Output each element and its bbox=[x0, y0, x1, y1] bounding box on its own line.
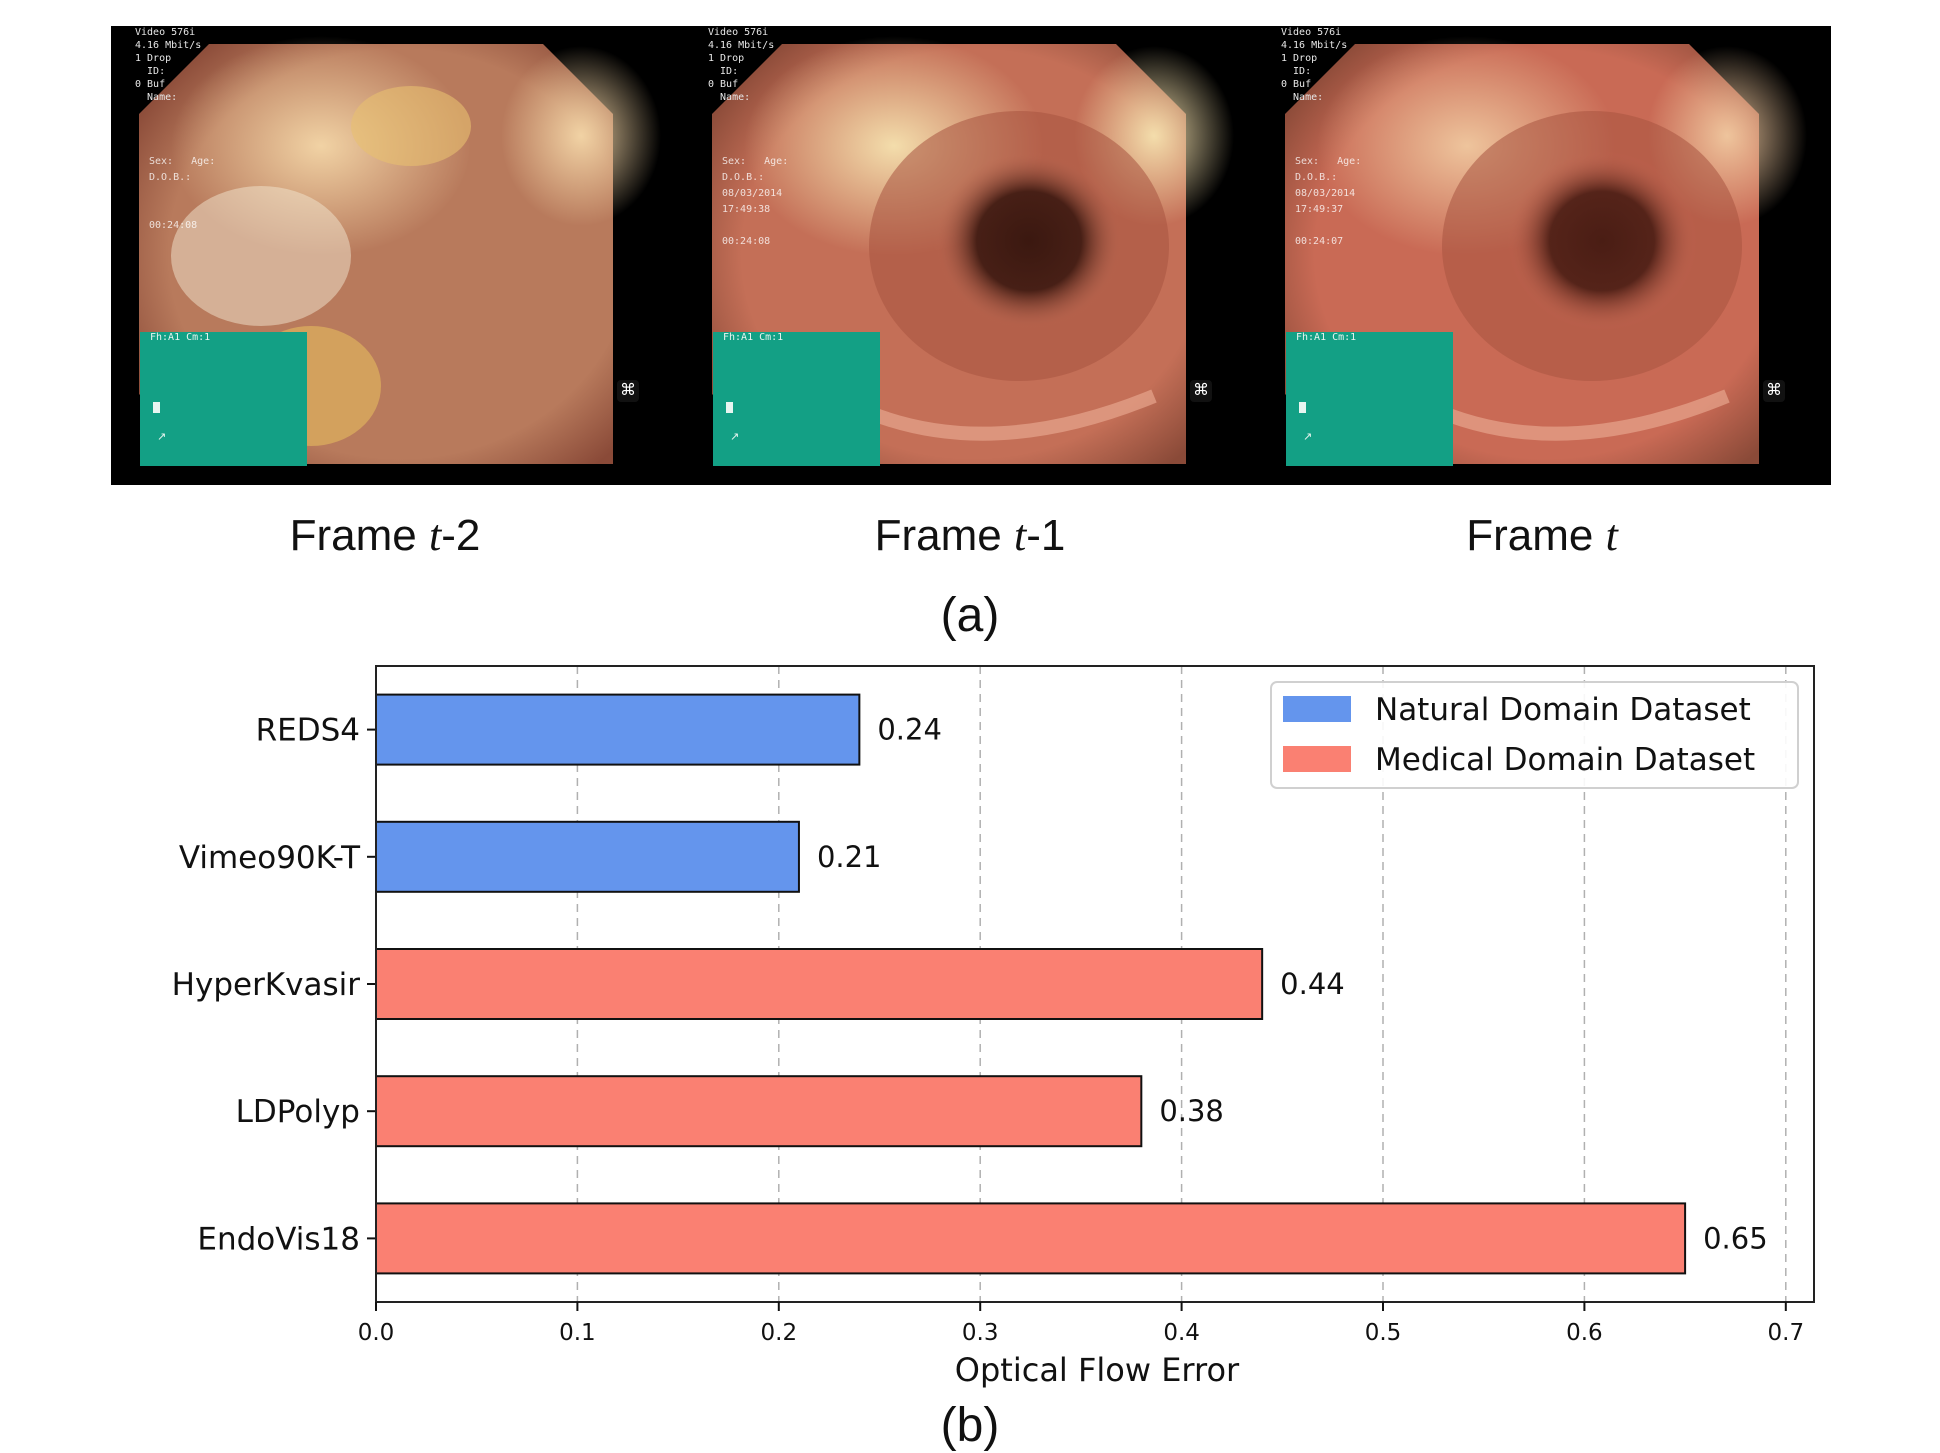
caption-variable: t bbox=[1014, 511, 1027, 560]
y-tick-label: Vimeo90K-T bbox=[179, 840, 361, 876]
caption-prefix: Frame bbox=[289, 511, 429, 560]
bar bbox=[375, 1202, 1687, 1275]
bar-value-label: 0.24 bbox=[877, 713, 942, 747]
x-tick-label: 0.6 bbox=[1566, 1320, 1603, 1346]
y-tick-label: REDS4 bbox=[256, 713, 360, 749]
video-osd-info: Video 576i 4.16 Mbit/s 1 Drop ID: 0 Buf … bbox=[135, 27, 202, 103]
endoscopy-frame: Video 576i 4.16 Mbit/s 1 Drop ID: 0 Buf … bbox=[1257, 26, 1817, 485]
scope-tool-icon: ↗ bbox=[730, 431, 740, 443]
bar bbox=[375, 693, 861, 766]
teal-overlay-box: Fh:A1 Cm:1 ↗ bbox=[713, 332, 880, 466]
frame-caption-t: Frame t bbox=[1466, 510, 1618, 561]
x-tick-label: 0.2 bbox=[761, 1320, 798, 1346]
caption-prefix: Frame bbox=[1466, 511, 1606, 560]
endoscopy-frame: Video 576i 4.16 Mbit/s 1 Drop ID: 0 Buf … bbox=[684, 26, 1244, 485]
frame-caption-t-minus-2: Frame t-2 bbox=[290, 510, 481, 561]
overlay-header: Fh:A1 Cm:1 bbox=[723, 332, 784, 343]
y-tick-label: LDPolyp bbox=[236, 1094, 360, 1130]
caption-suffix: -2 bbox=[441, 511, 481, 560]
scope-status-icon: ⌘ bbox=[617, 380, 639, 402]
x-tick-label: 0.3 bbox=[962, 1320, 999, 1346]
teal-overlay-box: Fh:A1 Cm:1 ↗ bbox=[140, 332, 307, 466]
legend-label: Medical Domain Dataset bbox=[1375, 742, 1755, 778]
scope-tool-icon: ↗ bbox=[1303, 431, 1313, 443]
x-tick-label: 0.4 bbox=[1163, 1320, 1200, 1346]
x-tick-label: 0.5 bbox=[1365, 1320, 1402, 1346]
scope-status-icon: ⌘ bbox=[1190, 380, 1212, 402]
bar bbox=[375, 1075, 1143, 1148]
legend-label: Natural Domain Dataset bbox=[1375, 692, 1751, 728]
x-tick-label: 0.0 bbox=[358, 1320, 395, 1346]
bar-value-label: 0.44 bbox=[1280, 967, 1345, 1001]
legend-swatch bbox=[1283, 696, 1351, 722]
plot-frame bbox=[375, 665, 1815, 1303]
bar-value-label: 0.65 bbox=[1703, 1221, 1768, 1255]
scope-status-icon: ⌘ bbox=[1763, 380, 1785, 402]
endoscopy-frame: Video 576i 4.16 Mbit/s 1 Drop ID: 0 Buf … bbox=[111, 26, 671, 485]
overlay-marker bbox=[726, 402, 733, 413]
panel-label-b: (b) bbox=[940, 1399, 1000, 1452]
caption-prefix: Frame bbox=[874, 511, 1014, 560]
endoscopy-frames-strip: Video 576i 4.16 Mbit/s 1 Drop ID: 0 Buf … bbox=[111, 26, 1831, 485]
bar-value-label: 0.38 bbox=[1159, 1094, 1224, 1128]
caption-variable: t bbox=[429, 511, 442, 560]
overlay-header: Fh:A1 Cm:1 bbox=[150, 332, 211, 343]
teal-overlay-box: Fh:A1 Cm:1 ↗ bbox=[1286, 332, 1453, 466]
overlay-header: Fh:A1 Cm:1 bbox=[1296, 332, 1357, 343]
bar bbox=[375, 820, 800, 893]
patient-osd-info: Sex: Age: D.O.B.: 08/03/2014 17:49:38 00… bbox=[722, 156, 789, 247]
overlay-marker bbox=[153, 402, 160, 413]
frame-caption-t-minus-1: Frame t-1 bbox=[875, 510, 1066, 561]
bar bbox=[375, 948, 1264, 1020]
y-tick-label: HyperKvasir bbox=[172, 967, 361, 1003]
x-tick-label: 0.1 bbox=[559, 1320, 596, 1346]
video-osd-info: Video 576i 4.16 Mbit/s 1 Drop ID: 0 Buf … bbox=[1281, 27, 1348, 103]
caption-suffix: -1 bbox=[1026, 511, 1066, 560]
patient-osd-info: Sex: Age: D.O.B.: 00:24:08 bbox=[149, 156, 216, 231]
legend-box bbox=[1270, 681, 1799, 789]
legend-swatch bbox=[1283, 746, 1351, 772]
x-tick-label: 0.7 bbox=[1768, 1320, 1805, 1346]
panel-label-a: (a) bbox=[940, 589, 1000, 642]
video-osd-info: Video 576i 4.16 Mbit/s 1 Drop ID: 0 Buf … bbox=[708, 27, 775, 103]
x-axis-label: Optical Flow Error bbox=[955, 1351, 1240, 1389]
y-tick-label: EndoVis18 bbox=[197, 1221, 360, 1257]
patient-osd-info: Sex: Age: D.O.B.: 08/03/2014 17:49:37 00… bbox=[1295, 156, 1362, 247]
bar-value-label: 0.21 bbox=[817, 840, 882, 874]
scope-tool-icon: ↗ bbox=[157, 431, 167, 443]
overlay-marker bbox=[1299, 402, 1306, 413]
caption-variable: t bbox=[1605, 511, 1618, 560]
